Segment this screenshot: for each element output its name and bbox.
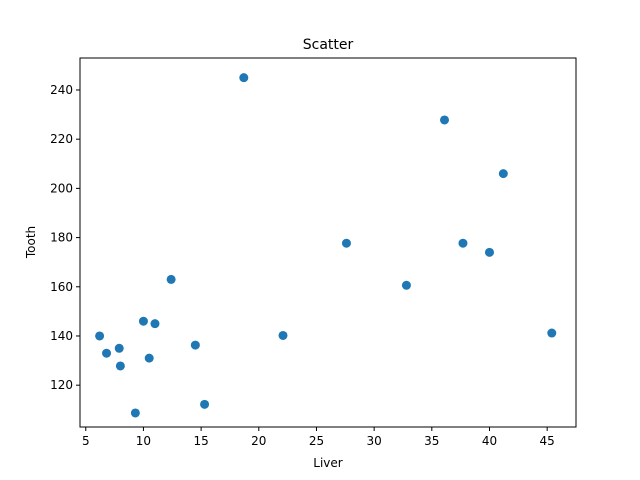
- data-point: [150, 319, 160, 329]
- x-tick-label: 10: [136, 434, 151, 448]
- data-point: [95, 331, 105, 341]
- data-point: [341, 238, 351, 248]
- data-point: [547, 328, 557, 338]
- x-tick-label: 5: [82, 434, 90, 448]
- x-tick-label: 15: [193, 434, 208, 448]
- y-tick-label: 220: [50, 132, 73, 146]
- x-tick-label: 35: [424, 434, 439, 448]
- x-tick-label: 25: [309, 434, 324, 448]
- y-tick-label: 140: [50, 329, 73, 343]
- plot-frame: [79, 57, 577, 428]
- y-axis-ticks: 120 140 160 180 200 220 240: [50, 83, 80, 392]
- x-tick-label: 30: [366, 434, 381, 448]
- data-point: [498, 169, 508, 179]
- y-tick-label: 240: [50, 83, 73, 97]
- data-point: [239, 73, 249, 83]
- data-point: [458, 238, 468, 248]
- data-point: [144, 353, 154, 363]
- y-axis-label: Tooth: [24, 226, 38, 259]
- data-point: [114, 343, 124, 353]
- y-tick-label: 120: [50, 378, 73, 392]
- points-layer: [95, 73, 557, 418]
- y-tick-label: 180: [50, 231, 73, 245]
- data-point: [401, 280, 411, 290]
- data-point: [200, 399, 210, 409]
- data-point: [102, 348, 112, 358]
- chart-title: Scatter: [303, 37, 354, 53]
- y-tick-label: 160: [50, 280, 73, 294]
- data-point: [190, 340, 200, 350]
- x-axis-ticks: 5 10 15 20 25 30 35 40 45: [82, 427, 555, 448]
- x-axis-label: Liver: [313, 456, 343, 470]
- x-tick-label: 40: [482, 434, 497, 448]
- data-point: [138, 316, 148, 326]
- data-point: [130, 408, 140, 418]
- y-tick-label: 200: [50, 181, 73, 195]
- x-tick-label: 20: [251, 434, 266, 448]
- data-point: [484, 247, 494, 257]
- x-tick-label: 45: [540, 434, 555, 448]
- data-point: [278, 330, 288, 340]
- data-point: [115, 361, 125, 371]
- data-point: [440, 115, 450, 125]
- data-point: [166, 274, 176, 284]
